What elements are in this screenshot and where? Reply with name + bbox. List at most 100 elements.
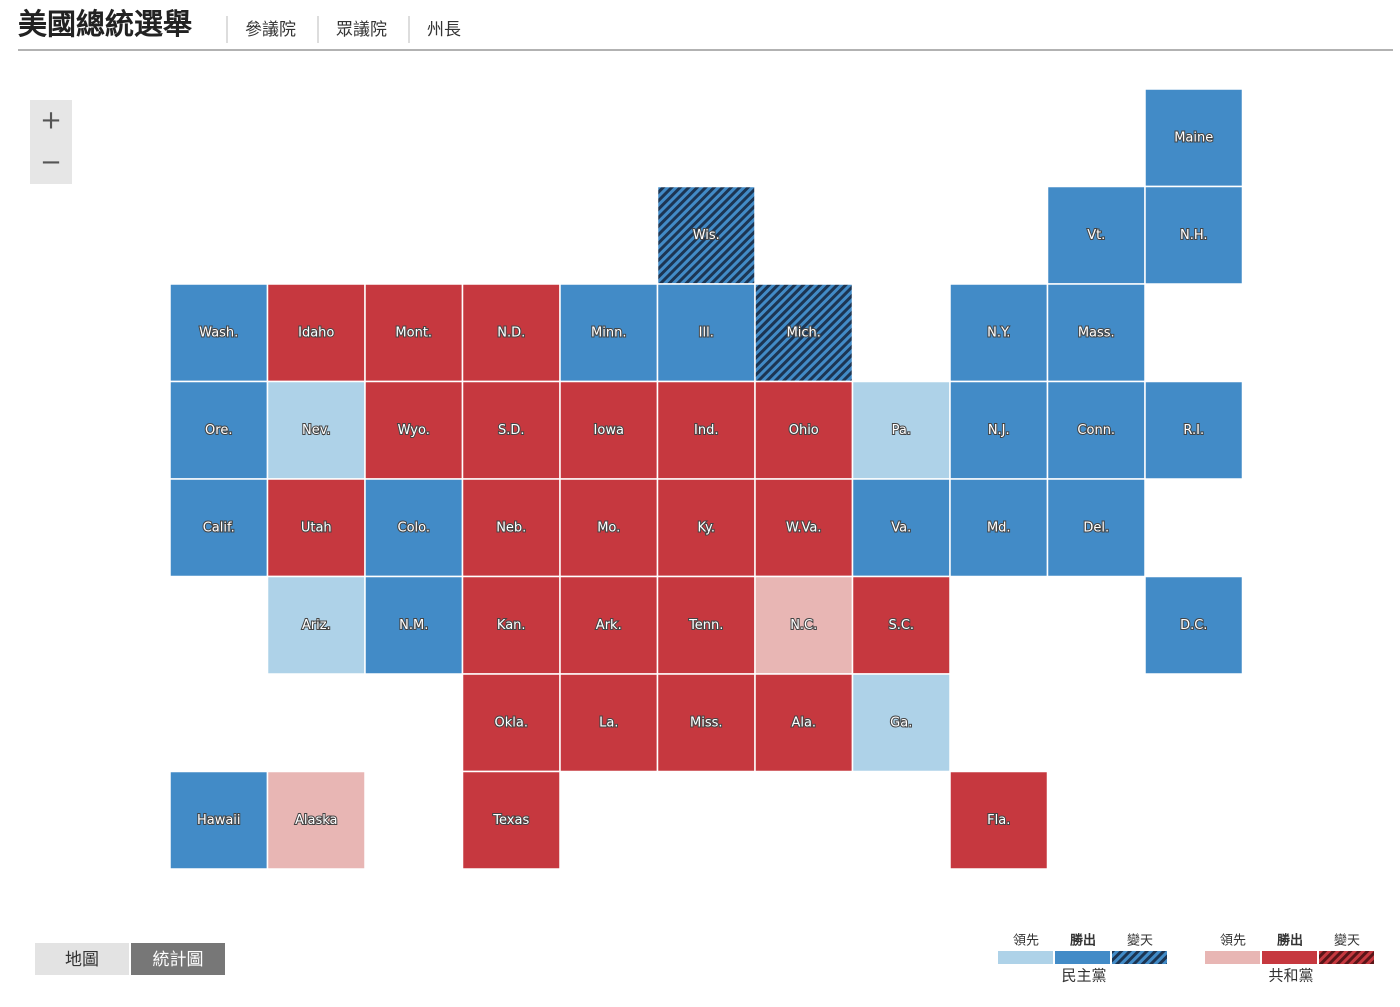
view-toggle-button[interactable] <box>131 943 225 975</box>
state-tile[interactable] <box>1144 185 1244 285</box>
state-tile[interactable] <box>851 673 951 773</box>
state-tile[interactable] <box>266 575 366 675</box>
state-label: Ala. <box>791 715 816 730</box>
state-tile[interactable] <box>559 380 659 480</box>
state-label: N.J. <box>988 423 1010 438</box>
state-tile[interactable] <box>364 380 464 480</box>
state-tile[interactable] <box>1144 380 1244 480</box>
state-label: Alaska <box>295 813 338 828</box>
state-tile[interactable] <box>364 478 464 578</box>
state-tile[interactable] <box>559 673 659 773</box>
state-label: Wyo. <box>398 423 430 438</box>
state-label: Mont. <box>395 325 432 340</box>
state-tile[interactable] <box>656 380 756 480</box>
state-tile[interactable] <box>754 575 854 675</box>
state-label: Ind. <box>694 423 718 438</box>
state-tile[interactable] <box>266 283 366 383</box>
state-label: S.D. <box>498 423 525 438</box>
state-label: N.Y. <box>987 325 1010 340</box>
view-toggle-button[interactable] <box>35 943 129 975</box>
legend-label: 領先 <box>1220 933 1246 949</box>
legend-label: 變天 <box>1127 933 1153 949</box>
state-tile[interactable] <box>656 283 756 383</box>
state-tile[interactable] <box>169 478 269 578</box>
state-tile[interactable] <box>1046 478 1146 578</box>
state-label: Idaho <box>298 325 334 340</box>
zoom-in-button[interactable] <box>30 100 72 142</box>
nav-tab[interactable]: 參議院 <box>245 20 296 40</box>
state-label: Miss. <box>690 715 723 730</box>
zoom-in-icon[interactable]: + <box>40 106 62 136</box>
state-label: Vt. <box>1087 228 1105 243</box>
state-label: Iowa <box>594 423 624 438</box>
state-tile[interactable] <box>1144 88 1244 188</box>
state-tile[interactable] <box>461 283 561 383</box>
state-tile[interactable] <box>559 283 659 383</box>
state-tile[interactable] <box>851 380 951 480</box>
state-label: N.H. <box>1180 228 1208 243</box>
state-label: Fla. <box>987 813 1010 828</box>
state-label: Kan. <box>497 618 526 633</box>
state-tile[interactable] <box>266 380 366 480</box>
zoom-out-icon[interactable]: − <box>40 148 62 178</box>
zoom-out-button[interactable] <box>30 142 72 184</box>
state-label: Conn. <box>1077 423 1115 438</box>
state-tile[interactable] <box>754 283 854 383</box>
view-toggle-label[interactable]: 地圖 <box>65 950 99 970</box>
state-tile[interactable] <box>656 185 756 285</box>
state-tile[interactable] <box>461 673 561 773</box>
state-tile[interactable] <box>461 478 561 578</box>
state-tile[interactable] <box>169 283 269 383</box>
state-tile[interactable] <box>949 770 1049 870</box>
state-label: Mo. <box>597 520 620 535</box>
state-label: Mass. <box>1078 325 1115 340</box>
state-tile[interactable] <box>754 673 854 773</box>
state-tile[interactable] <box>949 478 1049 578</box>
state-tile[interactable] <box>656 673 756 773</box>
state-tile[interactable] <box>949 283 1049 383</box>
state-label: Ark. <box>596 618 622 633</box>
nav-tab[interactable]: 州長 <box>427 20 461 40</box>
state-tile[interactable] <box>754 380 854 480</box>
nav-tab[interactable]: 眾議院 <box>336 20 387 40</box>
state-label: Texas <box>492 813 529 828</box>
state-label: S.C. <box>888 618 914 633</box>
state-tile[interactable] <box>169 380 269 480</box>
state-label: Wis. <box>693 228 720 243</box>
state-label: Del. <box>1083 520 1109 535</box>
legend-label: 勝出 <box>1070 933 1096 949</box>
state-label: Md. <box>987 520 1011 535</box>
view-toggle-label[interactable]: 統計圖 <box>153 950 204 970</box>
state-tile[interactable] <box>169 770 269 870</box>
state-label: La. <box>599 715 618 730</box>
legend-label: 變天 <box>1334 933 1360 949</box>
legend-label: 領先 <box>1013 933 1039 949</box>
state-label: Ore. <box>205 423 232 438</box>
state-label: Ariz. <box>302 618 331 633</box>
state-tile[interactable] <box>656 478 756 578</box>
state-label: N.M. <box>399 618 428 633</box>
state-label: R.I. <box>1183 423 1204 438</box>
state-tile[interactable] <box>1046 283 1146 383</box>
state-label: Pa. <box>892 423 911 438</box>
state-label: W.Va. <box>786 520 821 535</box>
state-label: D.C. <box>1180 618 1207 633</box>
state-tile[interactable] <box>559 478 659 578</box>
state-label: Colo. <box>398 520 431 535</box>
page-title: 美國總統選舉 <box>18 7 193 41</box>
state-tile[interactable] <box>461 770 561 870</box>
legend-swatch <box>998 951 1053 964</box>
state-tile[interactable] <box>559 575 659 675</box>
legend-swatch <box>1262 951 1317 964</box>
state-tile[interactable] <box>656 575 756 675</box>
state-tile[interactable] <box>266 770 366 870</box>
state-tile[interactable] <box>1144 575 1244 675</box>
state-label: Neb. <box>496 520 526 535</box>
state-label: Tenn. <box>688 618 723 633</box>
state-label: N.D. <box>497 325 525 340</box>
state-label: N.C. <box>790 618 817 633</box>
state-tile[interactable] <box>461 575 561 675</box>
state-tile[interactable] <box>364 283 464 383</box>
